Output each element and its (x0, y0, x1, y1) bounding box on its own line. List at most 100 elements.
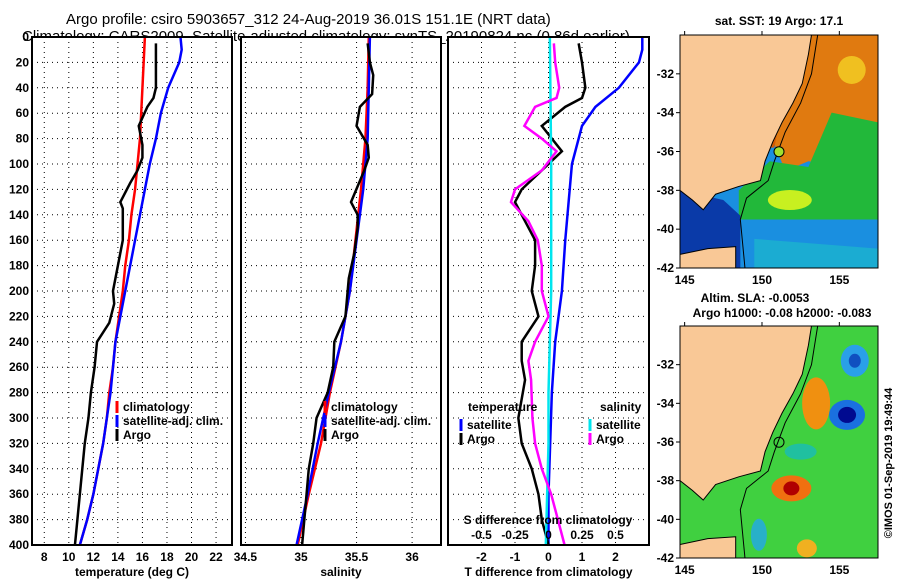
y-tick-label: 200 (9, 284, 29, 298)
map-title-line-2: Argo h1000: -0.08 h2000: -0.083 (693, 306, 872, 320)
y-tick-label: 240 (9, 335, 29, 349)
title-line-1: Argo profile: csiro 5903657_312 24-Aug-2… (66, 11, 551, 28)
series-line-argo (73, 43, 158, 546)
argo-position-marker (773, 146, 785, 158)
map-title-line-1: Altim. SLA: -0.0053 (701, 291, 810, 305)
shelf-contour (739, 35, 819, 268)
warm-patch-3 (796, 539, 817, 558)
secondary-x-tick-label: -0.25 (501, 528, 529, 542)
legend-label: satellite-adj. clim. (123, 414, 223, 428)
y-tick-label: -38 (657, 183, 675, 197)
x-tick-label: -2 (476, 550, 487, 564)
y-tick-label: 120 (9, 182, 29, 196)
x-tick-label: 155 (829, 563, 849, 577)
y-tick-label: 160 (9, 233, 29, 247)
y-tick-label: 300 (9, 411, 29, 425)
legend-label: satellite (467, 418, 512, 432)
x-tick-label: 150 (752, 273, 772, 287)
y-tick-label: 20 (16, 55, 30, 69)
x-axis-label: temperature (deg C) (75, 565, 189, 579)
x-tick-label: 150 (752, 563, 772, 577)
plot-frame (31, 36, 233, 546)
legend-label: Argo (123, 428, 151, 442)
y-tick-label: -38 (657, 474, 675, 488)
legend-title-salinity: salinity (600, 400, 642, 414)
legend-label: climatology (331, 400, 398, 414)
series-line-satellite-adj-clim- (295, 36, 372, 546)
cool-patch (784, 443, 817, 460)
southern-water (754, 238, 878, 268)
y-tick-label: 320 (9, 436, 29, 450)
series-line-s-argo (509, 43, 566, 546)
y-tick-label: 280 (9, 386, 29, 400)
x-tick-label: 20 (185, 550, 199, 564)
land-mainland (680, 326, 812, 501)
cool-patch-2 (750, 518, 767, 551)
y-tick-label: 340 (9, 462, 29, 476)
x-tick-label: 155 (829, 273, 849, 287)
series-line-t-argo (513, 43, 587, 546)
x-tick-label: 34.5 (234, 550, 258, 564)
legend-label: Argo (596, 432, 624, 446)
x-tick-label: -1 (510, 550, 521, 564)
y-tick-label: -42 (657, 551, 675, 565)
secondary-x-tick-label: 0.25 (570, 528, 594, 542)
secondary-x-tick-label: 0.5 (607, 528, 624, 542)
mid-water (738, 112, 878, 220)
x-tick-label: 35 (294, 550, 308, 564)
legend-label: Argo (467, 432, 495, 446)
x-tick-label: 12 (87, 550, 101, 564)
y-tick-label: -40 (657, 222, 675, 236)
cold-eddy-2-core (838, 406, 857, 423)
map-title: sat. SST: 19 Argo: 17.1 (715, 14, 844, 28)
secondary-axis-label: S difference from climatology (464, 513, 633, 527)
x-tick-label: 8 (41, 550, 48, 564)
y-tick-label: 380 (9, 513, 29, 527)
x-axis-label: salinity (320, 565, 362, 579)
y-tick-label: -42 (657, 261, 675, 275)
x-tick-label: 22 (209, 550, 223, 564)
warm-eddy-2-core (783, 481, 800, 496)
temperature-profile: 8 10 12 14 16 18 20 22 temperature (deg C) 0 20 40 6… (9, 30, 233, 579)
y-tick-label: -40 (657, 512, 675, 526)
y-tick-label: -32 (657, 358, 675, 372)
x-tick-label: 14 (111, 550, 125, 564)
series-line-satellite-adj-clim- (78, 36, 183, 546)
x-tick-label: 145 (675, 563, 695, 577)
y-tick-label: 80 (16, 132, 30, 146)
legend-label: climatology (123, 400, 190, 414)
legend-title-temperature: temperature (468, 400, 538, 414)
warm-patch (767, 190, 812, 211)
x-tick-label: 0 (545, 550, 552, 564)
y-tick-label: -36 (657, 145, 675, 159)
credit-label: ©IMOS 01-Sep-2019 19:49:44 (883, 387, 895, 538)
y-tick-label: 400 (9, 538, 29, 552)
y-tick-label: 0 (22, 30, 29, 44)
shelf-contour (739, 326, 819, 558)
legend-label: Argo (331, 428, 359, 442)
y-tick-label: 360 (9, 487, 29, 501)
x-tick-label: 36 (405, 550, 419, 564)
x-tick-label: 10 (62, 550, 76, 564)
legend-label: satellite-adj. clim. (331, 414, 431, 428)
land-tasmania (680, 536, 737, 558)
x-tick-label: 2 (612, 550, 619, 564)
series-line-s-satellite (544, 36, 553, 546)
plot-frame (240, 36, 442, 546)
secondary-x-tick-label: 0 (545, 528, 552, 542)
y-tick-label: -34 (657, 396, 675, 410)
y-tick-label: -32 (657, 67, 675, 81)
argo-position-marker (773, 436, 785, 448)
series-line-argo (300, 43, 375, 546)
y-tick-label: -36 (657, 435, 675, 449)
plot-frame (447, 36, 650, 546)
legend-label: satellite (596, 418, 641, 432)
x-tick-label: 145 (675, 273, 695, 287)
y-tick-label: 180 (9, 259, 29, 273)
x-axis-label: T difference from climatology (464, 565, 632, 579)
y-tick-label: 260 (9, 360, 29, 374)
series-line-t-satellite (547, 37, 644, 545)
